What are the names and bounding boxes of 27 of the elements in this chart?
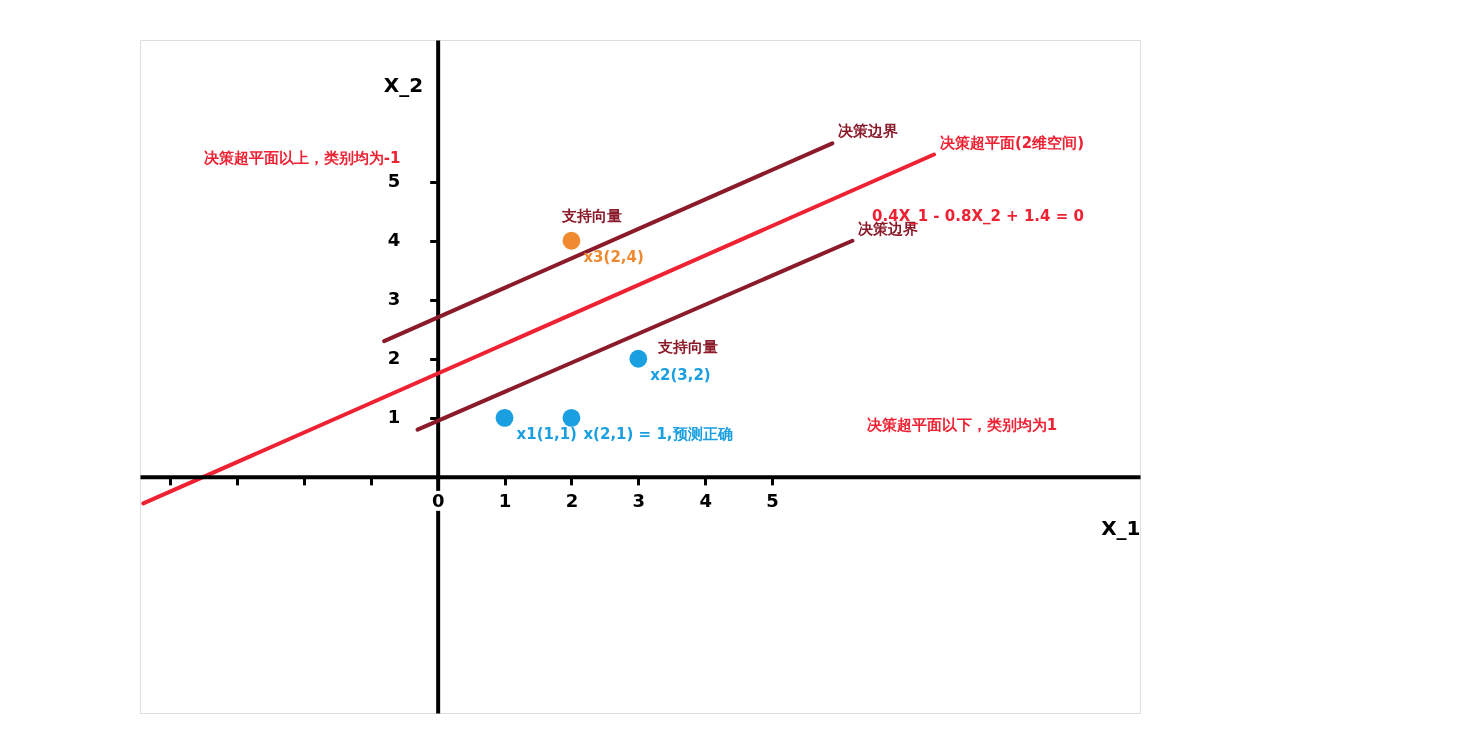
- x-tick-label: 1: [498, 490, 512, 512]
- x-tick-label: 3: [632, 490, 646, 512]
- point: [629, 349, 648, 368]
- y-tick-label: 2: [387, 347, 401, 369]
- point: [495, 408, 514, 427]
- point: [562, 231, 581, 250]
- y-tick-label: 3: [387, 288, 401, 310]
- data-label: x1(1,1): [516, 424, 577, 443]
- point: [562, 408, 581, 427]
- x-tick-label: 4: [699, 490, 712, 512]
- annotation: 支持向量: [657, 338, 718, 356]
- annotation: 决策超平面以下，类别均为1: [866, 416, 1058, 434]
- y-axis-title: X_2: [383, 72, 424, 97]
- x-tick-label: 0: [431, 490, 445, 512]
- x-axis-title: X_1: [1101, 516, 1141, 541]
- y-tick-label: 4: [387, 229, 401, 251]
- annotation: 决策超平面以上，类别均为-1: [203, 149, 401, 167]
- y-tick-label: 1: [387, 406, 401, 428]
- x-tick-label: 5: [766, 490, 779, 512]
- data-label: x3(2,4): [583, 247, 644, 266]
- data-label: x(2,1) = 1,预测正确: [583, 424, 733, 443]
- y-tick-label: 5: [387, 170, 401, 192]
- annotation: 支持向量: [561, 207, 622, 225]
- data-label: x2(3,2): [650, 365, 711, 384]
- x-tick-label: 2: [565, 490, 579, 512]
- series-label: 决策超平面(2维空间): [939, 133, 1085, 152]
- series-label: 决策边界: [838, 122, 899, 141]
